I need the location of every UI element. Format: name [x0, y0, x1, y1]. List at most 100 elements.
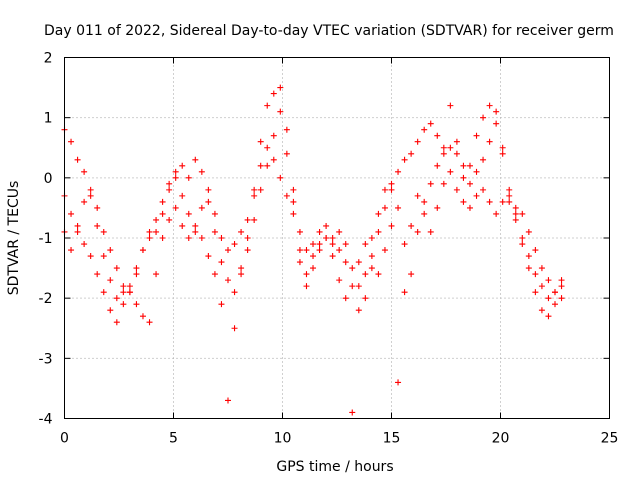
data-point	[231, 325, 238, 332]
data-point	[218, 301, 225, 308]
data-point	[480, 186, 487, 193]
data-point	[421, 126, 428, 133]
data-point	[133, 301, 140, 308]
data-point	[401, 156, 408, 163]
data-point	[519, 241, 526, 248]
data-point	[94, 271, 101, 278]
data-point	[244, 216, 251, 223]
data-point	[251, 192, 258, 199]
data-point	[126, 289, 133, 296]
data-point	[408, 271, 415, 278]
data-point	[499, 198, 506, 205]
data-point	[421, 198, 428, 205]
data-point	[447, 168, 454, 175]
data-point	[153, 271, 160, 278]
axis-ticks	[64, 57, 610, 419]
data-point	[185, 210, 192, 217]
y-tick-label: -4	[39, 412, 53, 428]
data-point	[532, 289, 539, 296]
data-point	[74, 228, 81, 235]
data-point	[146, 319, 153, 326]
data-point	[538, 307, 545, 314]
data-point	[362, 271, 369, 278]
data-point	[414, 138, 421, 145]
y-tick-label: 0	[44, 171, 53, 187]
data-point	[408, 222, 415, 229]
data-point	[440, 180, 447, 187]
y-tick-label: -2	[39, 291, 53, 307]
series-track-c	[61, 108, 565, 416]
data-point	[126, 283, 133, 290]
x-tick-labels: 0 5 10 15 20 25	[60, 431, 618, 447]
data-point	[264, 144, 271, 151]
data-point	[368, 235, 375, 241]
data-point	[100, 253, 107, 260]
data-point	[179, 222, 186, 229]
data-point	[401, 241, 408, 248]
data-point	[238, 271, 245, 278]
data-point	[427, 180, 434, 187]
data-point	[120, 289, 127, 296]
data-point	[532, 271, 539, 278]
data-point	[270, 132, 277, 139]
data-point	[303, 247, 310, 254]
data-point	[440, 144, 447, 151]
data-point	[74, 222, 81, 229]
data-point	[499, 144, 506, 151]
data-point	[329, 253, 336, 260]
data-point	[447, 144, 454, 151]
data-point	[179, 162, 186, 169]
data-point	[545, 295, 552, 302]
data-point	[460, 162, 467, 169]
data-point	[453, 186, 460, 193]
data-point	[166, 186, 173, 193]
data-point	[296, 259, 303, 266]
data-point	[519, 235, 526, 241]
data-point	[100, 228, 107, 235]
data-point	[231, 289, 238, 296]
data-point	[558, 283, 565, 290]
data-point	[139, 247, 146, 254]
data-point	[473, 192, 480, 199]
data-point	[368, 253, 375, 260]
data-point	[218, 259, 225, 266]
data-point	[113, 295, 120, 302]
data-point	[225, 247, 231, 254]
data-point	[87, 253, 94, 260]
data-point	[486, 198, 493, 205]
data-point	[166, 216, 173, 223]
data-point	[198, 235, 205, 241]
data-point	[179, 192, 186, 199]
data-point	[421, 210, 428, 217]
data-point	[113, 319, 120, 326]
data-point	[558, 295, 565, 302]
data-point	[303, 271, 310, 278]
data-point	[225, 397, 231, 404]
y-axis-label: SDTVAR / TECUs	[6, 181, 22, 296]
data-point	[310, 265, 317, 272]
data-point	[159, 235, 166, 241]
data-point	[336, 277, 343, 284]
data-point	[381, 186, 388, 193]
data-point	[395, 379, 402, 386]
data-point	[395, 204, 402, 211]
data-point	[251, 216, 258, 223]
data-point	[532, 247, 539, 254]
data-point	[100, 289, 107, 296]
data-point	[558, 277, 565, 284]
data-point	[512, 204, 519, 211]
data-point	[336, 247, 343, 254]
data-point	[486, 102, 493, 109]
data-point	[120, 301, 127, 308]
data-point	[329, 235, 336, 241]
data-point	[480, 114, 487, 121]
data-point	[257, 138, 264, 145]
data-point	[545, 313, 552, 320]
data-point	[146, 235, 153, 241]
data-point	[434, 132, 441, 139]
data-point	[342, 295, 349, 302]
data-point	[107, 247, 114, 254]
data-point	[316, 241, 323, 248]
x-tick-label: 10	[274, 431, 292, 447]
data-point	[81, 168, 88, 175]
